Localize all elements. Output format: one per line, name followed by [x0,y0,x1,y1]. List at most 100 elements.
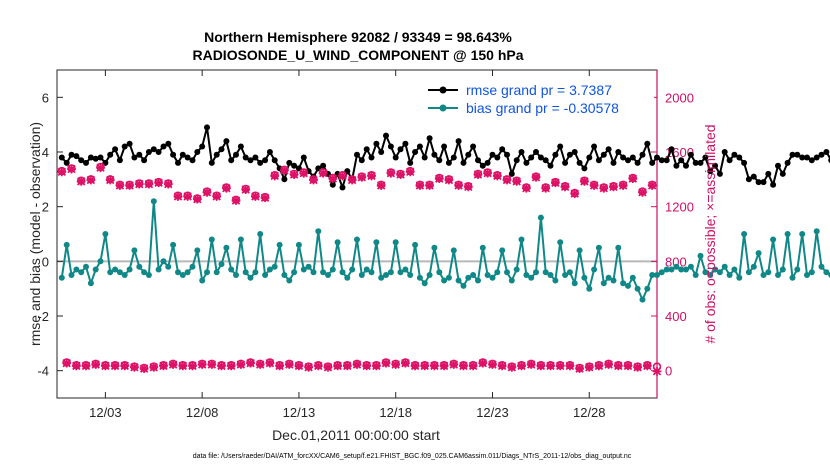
obs-assimilated-marker [347,175,357,185]
data-point-bias [121,272,128,278]
obs-assimilated-marker [76,176,86,186]
data-point-rmse [445,159,452,166]
obs-assimilated-marker [497,361,507,371]
data-point-bias [160,258,167,265]
data-point-bias [266,266,273,273]
data-point-rmse [789,151,796,158]
obs-assimilated-marker [304,362,314,372]
data-point-bias [126,266,133,273]
obs-assimilated-marker [492,171,502,181]
obs-assimilated-marker [565,361,575,371]
data-point-rmse [513,157,520,164]
data-point-bias [595,244,602,251]
data-point-bias [218,261,225,268]
data-point-rmse [591,143,598,150]
data-point-bias [654,272,660,278]
legend-rmse-label: rmse grand pr = 3.7387 [466,82,612,98]
legend-rmse-marker [439,86,447,94]
obs-assimilated-marker [86,175,96,185]
data-point-rmse [702,154,709,161]
data-point-rmse [615,149,622,155]
data-point-bias [310,269,317,276]
data-point-bias [610,277,617,284]
obs-assimilated-marker [444,175,454,185]
obs-assimilated-marker [255,360,265,369]
data-point-bias [136,263,143,270]
data-point-bias [416,274,423,281]
data-point-bias [141,269,148,276]
obs-assimilated-marker [425,181,434,190]
data-point-rmse [687,151,694,158]
data-point-bias [233,272,239,278]
data-point-rmse [523,159,530,166]
data-point-bias [112,266,119,273]
obs-assimilated-marker [231,196,241,205]
y-tick-label-right: 0 [665,364,672,379]
data-point-rmse [363,146,370,153]
data-point-bias [804,272,810,278]
data-point-rmse [649,159,656,166]
data-point-bias [228,266,235,273]
data-point-bias [358,272,365,278]
data-point-rmse [281,176,288,183]
data-point-rmse [528,154,535,161]
data-point-rmse [387,143,394,150]
data-point-bias [818,263,825,270]
obs-assimilated-marker [265,358,275,368]
obs-assimilated-marker [594,361,604,371]
data-point-rmse [237,143,244,150]
data-point-rmse [775,162,781,169]
data-point-bias [407,272,414,278]
data-point-rmse [634,159,641,166]
obs-assimilated-marker [120,361,130,371]
obs-assimilated-marker [560,182,570,192]
data-point-rmse [126,140,133,147]
data-point-bias [673,263,680,270]
data-point-bias [644,285,651,292]
data-point-bias [87,280,94,287]
data-point-rmse [745,176,752,183]
data-point-bias [494,269,501,276]
data-point-rmse [808,157,815,164]
data-point-rmse [721,149,728,155]
obs-assimilated-marker [284,360,294,369]
data-point-rmse [779,170,786,177]
data-point-rmse [87,154,94,161]
data-point-rmse [412,149,419,155]
data-point-bias [252,269,259,276]
data-point-bias [504,269,510,276]
data-point-rmse [223,138,230,145]
obs-assimilated-marker [144,179,154,189]
data-point-rmse [533,149,539,155]
data-point-rmse [378,149,385,155]
data-point-rmse [460,159,467,166]
data-point-rmse [586,154,593,161]
data-point-rmse [707,168,714,175]
data-point-bias [508,277,515,284]
data-point-rmse [266,149,273,155]
data-point-rmse [233,151,239,158]
data-point-bias [586,285,593,292]
data-point-bias [281,272,288,278]
data-point-rmse [518,149,525,155]
x-tick-label: 12/18 [379,405,412,420]
obs-assimilated-marker [546,361,555,371]
data-point-rmse [199,143,206,150]
data-point-rmse [218,146,225,153]
data-point-bias [460,282,467,289]
data-point-bias [334,239,341,246]
data-point-bias [634,285,641,292]
obs-assimilated-marker [81,361,91,371]
obs-assimilated-marker [217,361,226,371]
data-point-bias [537,214,544,221]
data-point-bias [223,244,230,251]
obs-assimilated-marker [584,362,594,372]
obs-assimilated-marker [550,178,560,188]
data-point-bias [455,277,462,284]
data-point-rmse [368,154,375,161]
chart-title-line1: Northern Hemisphere 92082 / 93349 = 98.6… [204,29,512,45]
data-point-bias [276,241,283,248]
data-file-footer: data file: /Users/raeder/DAI/ATM_forcXX/… [193,453,632,460]
obs-assimilated-marker [71,361,81,371]
data-point-bias [257,231,264,237]
